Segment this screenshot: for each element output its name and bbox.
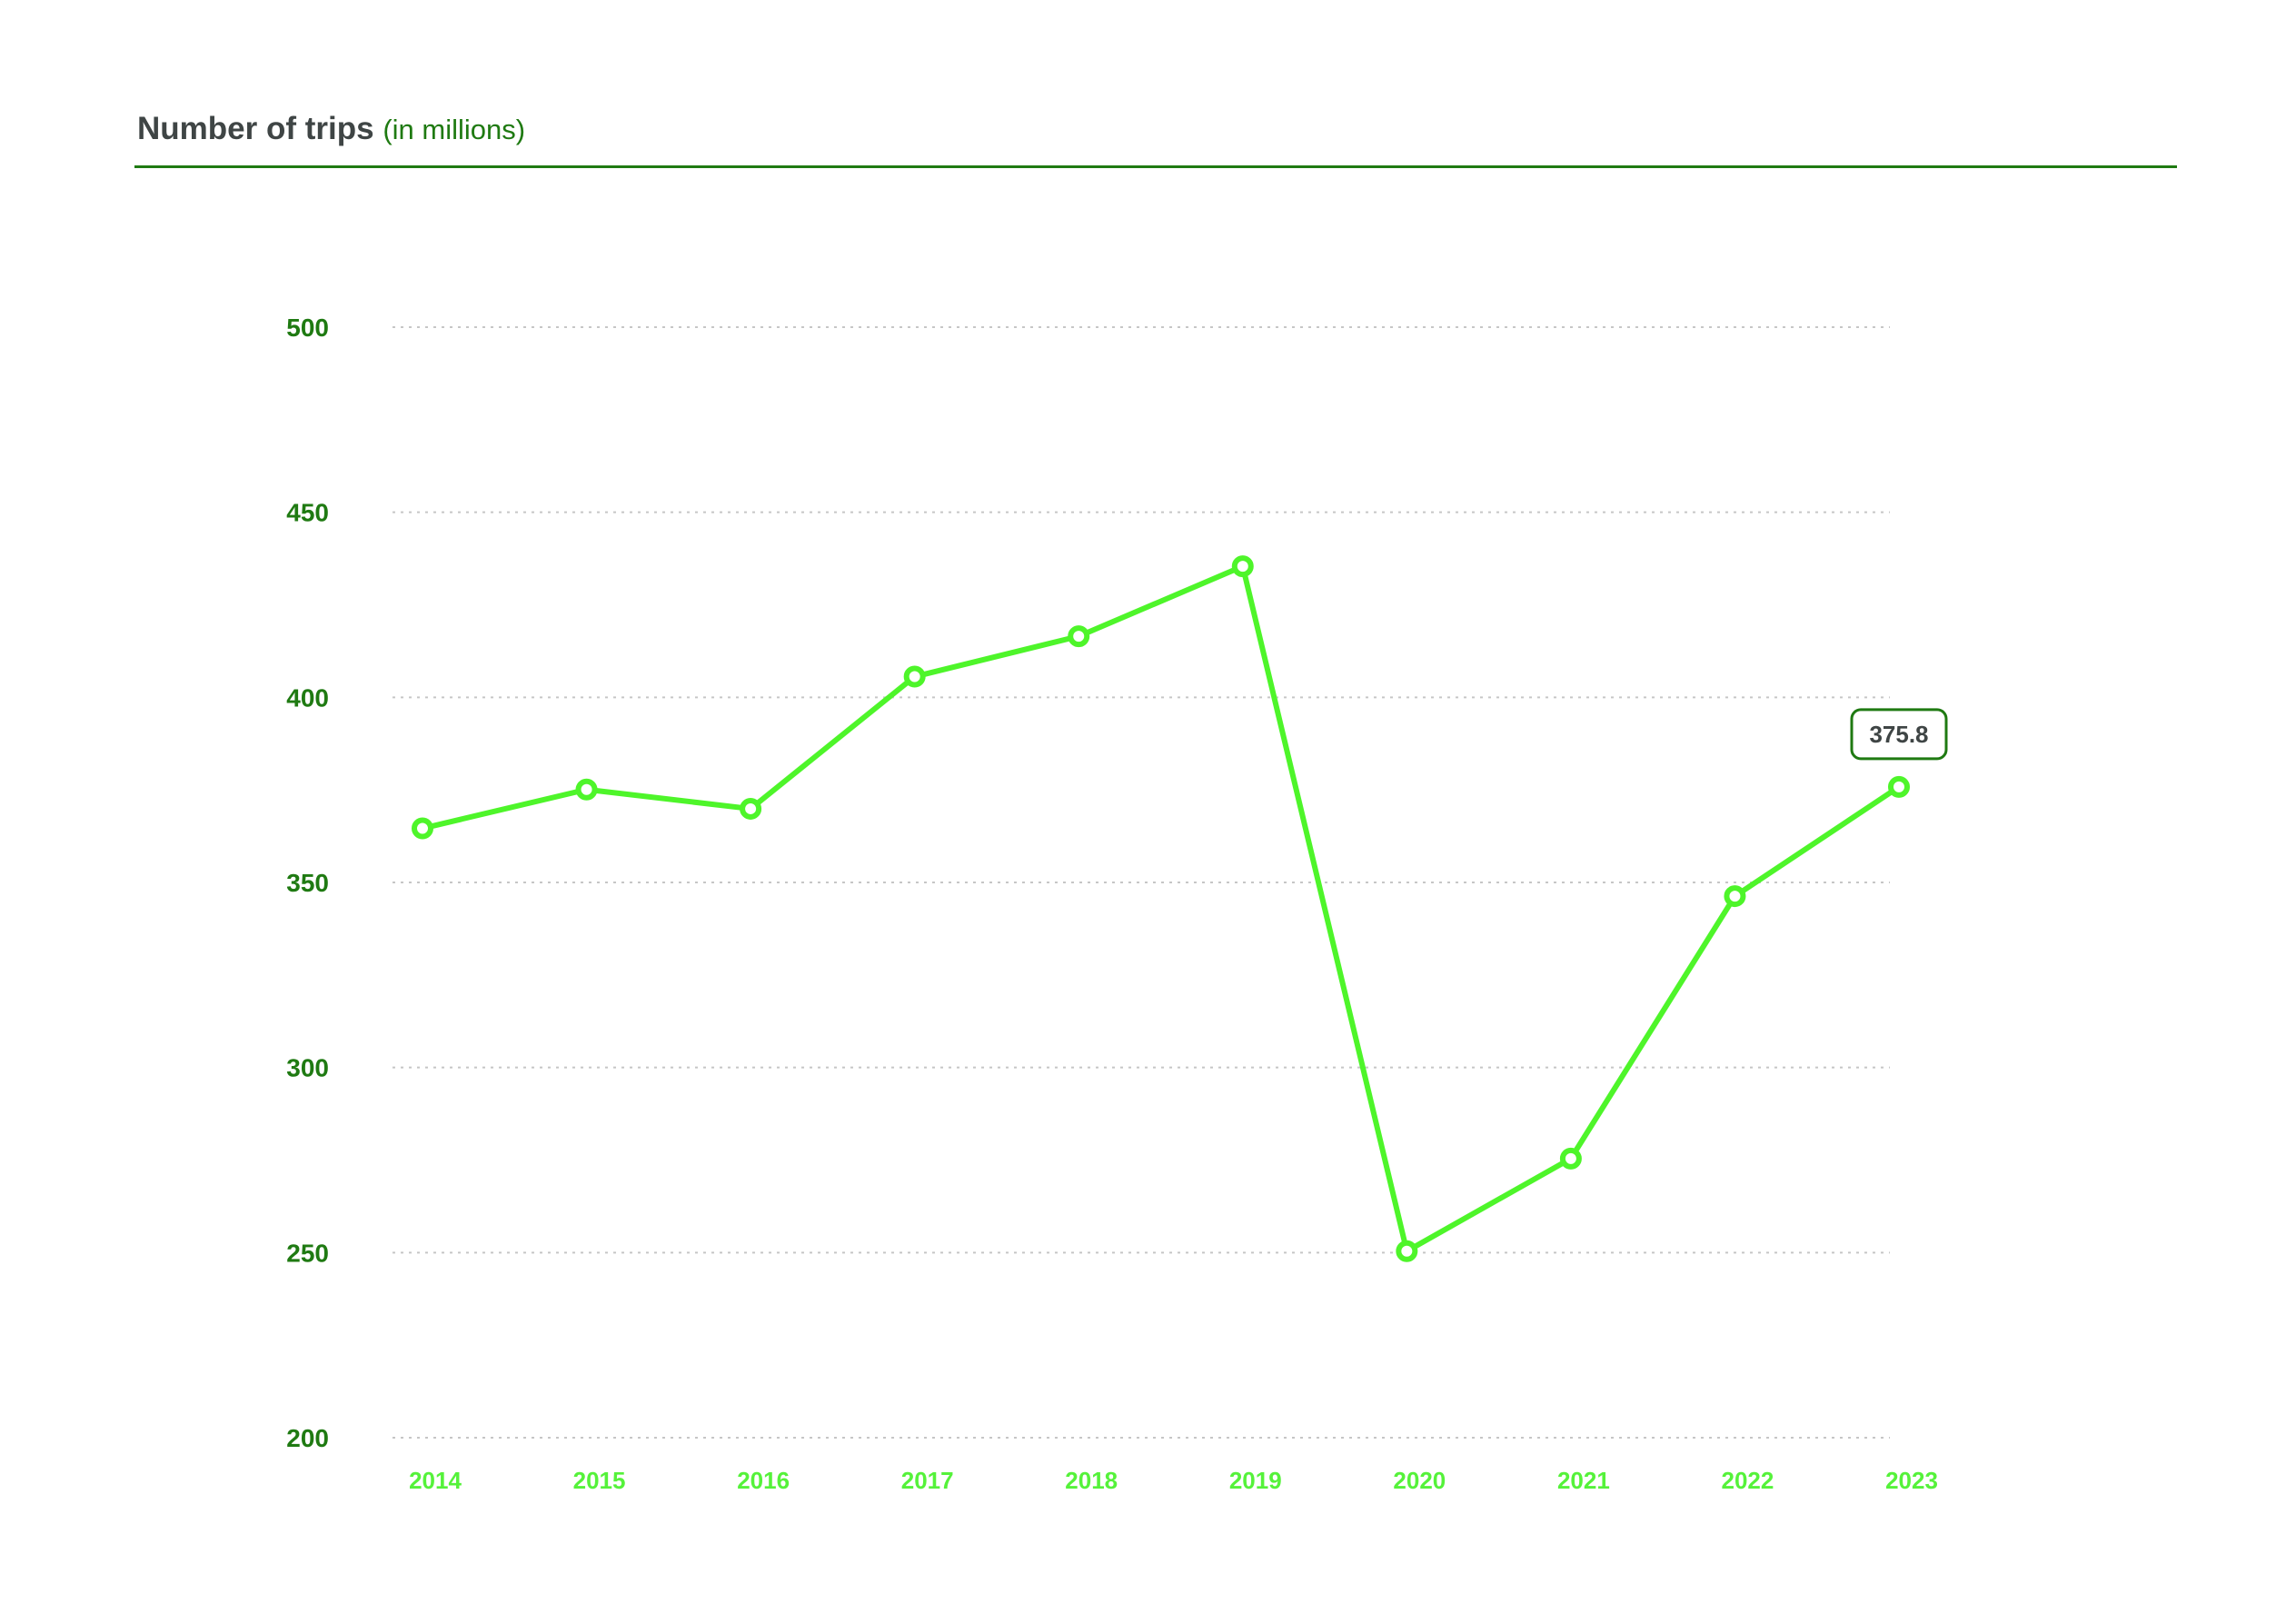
x-tick-label: 2017 bbox=[901, 1467, 954, 1494]
data-point bbox=[1231, 555, 1254, 578]
data-point bbox=[740, 797, 762, 820]
data-point bbox=[1559, 1147, 1582, 1170]
y-tick-label: 200 bbox=[286, 1424, 329, 1452]
x-axis: 2014 2015 2016 2017 2018 2019 2020 2021 2022 2023 bbox=[409, 1467, 1938, 1494]
series-layer bbox=[420, 563, 1902, 1254]
series-line bbox=[420, 563, 1902, 1254]
annotations: 375.8 bbox=[1850, 708, 1948, 761]
y-tick-label: 500 bbox=[286, 314, 329, 342]
x-tick-label: 2015 bbox=[573, 1467, 626, 1494]
x-tick-label: 2014 bbox=[409, 1467, 462, 1494]
chart-header: Number of trips (in millions) bbox=[134, 0, 2177, 168]
data-points bbox=[412, 555, 1910, 1262]
data-point bbox=[1888, 775, 1910, 798]
data-point bbox=[412, 817, 433, 840]
x-tick-label: 2021 bbox=[1557, 1467, 1610, 1494]
value-callout-box bbox=[1850, 708, 1948, 761]
y-tick-label: 450 bbox=[286, 499, 329, 527]
chart-title-unit: (in millions) bbox=[383, 114, 526, 145]
value-callout-label: 375.8 bbox=[1869, 721, 1928, 748]
data-point bbox=[903, 665, 926, 688]
x-tick-label: 2023 bbox=[1885, 1467, 1938, 1494]
x-tick-label: 2022 bbox=[1722, 1467, 1774, 1494]
value-callout: 375.8 bbox=[1850, 708, 1948, 761]
x-tick-label: 2018 bbox=[1065, 1467, 1118, 1494]
x-tick-label: 2019 bbox=[1229, 1467, 1282, 1494]
data-point bbox=[1068, 625, 1090, 648]
data-point bbox=[1396, 1240, 1418, 1262]
x-tick-label: 2020 bbox=[1393, 1467, 1446, 1494]
data-point bbox=[575, 778, 598, 801]
y-tick-label: 350 bbox=[286, 869, 329, 897]
y-tick-label: 300 bbox=[286, 1054, 329, 1082]
y-tick-label: 400 bbox=[286, 683, 329, 712]
chart-title: Number of trips (in millions) bbox=[137, 111, 525, 147]
y-axis: 500 450 400 350 300 250 200 bbox=[286, 314, 329, 1452]
x-tick-label: 2016 bbox=[737, 1467, 790, 1494]
grid-layer bbox=[393, 326, 1890, 1439]
y-tick-label: 250 bbox=[286, 1239, 329, 1267]
data-point bbox=[1724, 885, 1746, 908]
chart-title-text: Number of trips bbox=[137, 111, 374, 146]
